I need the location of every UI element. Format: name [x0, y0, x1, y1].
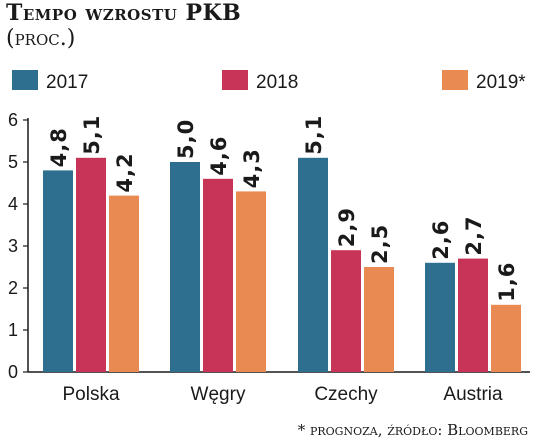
data-label: 4,3: [240, 148, 264, 188]
data-labels: 4,8 5,1 4,2 5,0 4,6 4,3 5,1 2,9 2,5 2,6 2,7 1,6: [47, 115, 519, 302]
legend-swatch-2: [222, 70, 248, 90]
data-label: 4,8: [47, 127, 71, 167]
bar: [298, 157, 328, 372]
bar: [76, 157, 106, 372]
category-label: Węgry: [191, 384, 246, 405]
bar: [109, 195, 139, 372]
y-tick-label: 4: [8, 194, 18, 214]
bar: [425, 262, 455, 372]
category-label: Czechy: [314, 384, 378, 405]
data-label: 2,9: [335, 207, 359, 247]
y-tick-label: 2: [8, 278, 18, 298]
data-label: 5,0: [174, 119, 198, 159]
bar: [203, 178, 233, 372]
bar: [43, 170, 73, 372]
y-tick-label: 5: [8, 152, 18, 172]
footnote: * prognoza, źródło: Bloomberg: [297, 421, 528, 439]
category-label: Polska: [62, 384, 119, 405]
legend-swatch-1: [12, 70, 38, 90]
bar: [364, 267, 394, 372]
data-label: 2,7: [462, 215, 486, 255]
bar: [170, 162, 200, 372]
data-label: 4,6: [207, 136, 231, 176]
bar: [331, 250, 361, 372]
y-tick-label: 0: [8, 362, 18, 382]
bar: [458, 258, 488, 372]
category-label: Austria: [443, 384, 503, 405]
y-tick-label: 6: [8, 110, 18, 130]
data-label: 2,5: [368, 224, 392, 264]
legend-label-2: 2018: [256, 72, 298, 93]
legend: 2017 2018 2019*: [12, 70, 526, 93]
bar: [236, 191, 266, 372]
y-tick-label: 1: [8, 320, 18, 340]
legend-label-1: 2017: [46, 72, 88, 93]
bar: [491, 304, 521, 372]
chart-subtitle: (proc.): [6, 26, 76, 51]
axes: 0 1 2 3 4 5 6 Polska Węgry Czechy Austria: [8, 110, 530, 405]
data-label: 5,1: [80, 115, 104, 155]
data-label: 5,1: [302, 115, 326, 155]
chart-title: Tempo wzrostu PKB: [6, 0, 242, 26]
data-label: 2,6: [429, 220, 453, 260]
y-tick-label: 3: [8, 236, 18, 256]
data-label: 1,6: [495, 262, 519, 302]
data-label: 4,2: [113, 152, 137, 192]
bars: [43, 157, 521, 372]
legend-label-3: 2019*: [476, 72, 526, 93]
legend-swatch-3: [442, 70, 468, 90]
